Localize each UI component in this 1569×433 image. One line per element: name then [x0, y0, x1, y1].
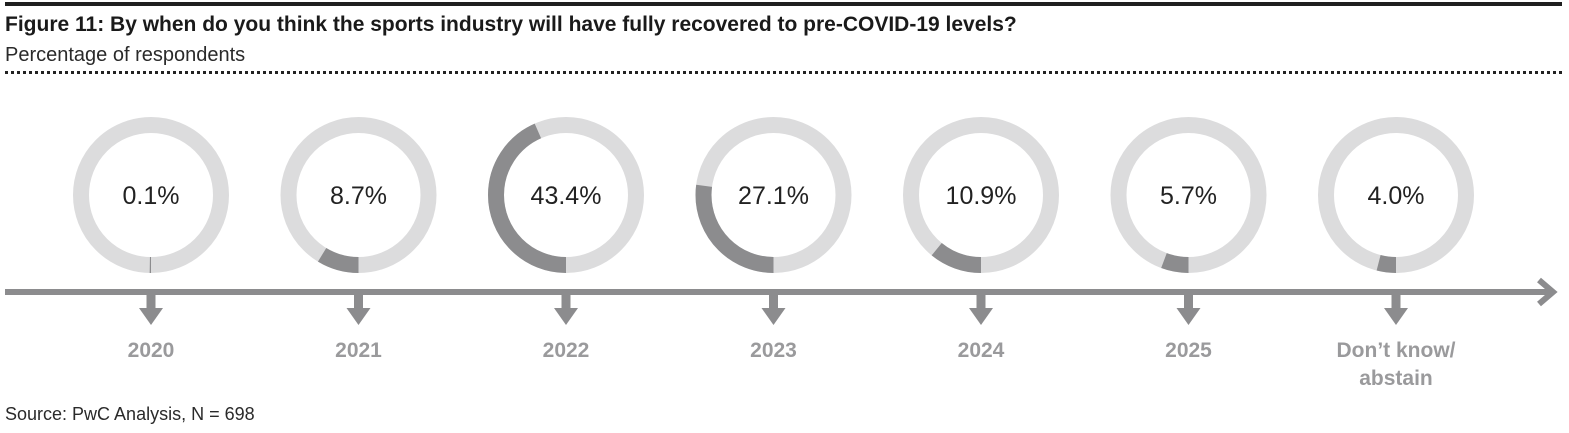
donut-arc-2025: [1110, 117, 1267, 273]
chart-title: Figure 11: By when do you think the spor…: [5, 13, 1017, 36]
category-label-2025: 2025: [1165, 339, 1212, 362]
donut-arc-don-t-know-abstain: [1318, 117, 1474, 273]
source-note: Source: PwC Analysis, N = 698: [5, 404, 255, 424]
down-arrow-icon-2023: [761, 308, 786, 325]
donut-arc-2024: [903, 117, 1059, 273]
category-label-2023: 2023: [750, 339, 797, 362]
value-label-2022: 43.4%: [531, 182, 602, 210]
down-arrow-shaft-2025: [1184, 294, 1193, 310]
category-label-don-t-know-abstain-line2: abstain: [1359, 367, 1433, 390]
category-label-2021: 2021: [335, 339, 382, 362]
category-label-don-t-know-abstain-line1: Don’t know/: [1337, 339, 1456, 362]
value-label-2024: 10.9%: [946, 182, 1017, 210]
down-arrow-icon-2020: [139, 308, 163, 325]
down-arrow-shaft-2022: [561, 294, 571, 310]
chart-subtitle: Percentage of respondents: [5, 44, 246, 66]
dotted-divider: [5, 71, 1562, 74]
timeline-arrow-icon: [1537, 277, 1558, 307]
down-arrow-shaft-2023: [769, 294, 778, 310]
down-arrow-shaft-2024: [976, 294, 986, 310]
donut-arc-2023: [695, 117, 852, 273]
down-arrow-icon-2021: [346, 308, 371, 325]
value-label-don-t-know-abstain: 4.0%: [1368, 182, 1425, 210]
down-arrow-shaft-don-t-know-abstain: [1391, 294, 1401, 310]
donut-arc-2022: [488, 117, 644, 273]
value-label-2023: 27.1%: [738, 182, 809, 210]
donut-arc-2021: [280, 117, 437, 273]
down-arrow-icon-2025: [1176, 308, 1201, 325]
down-arrow-icon-2024: [969, 308, 993, 325]
category-label-2020: 2020: [128, 339, 175, 362]
down-arrow-shaft-2021: [354, 294, 363, 310]
down-arrow-icon-2022: [554, 308, 578, 325]
top-rule: [5, 2, 1562, 6]
donut-arc-2020: [73, 117, 229, 273]
value-label-2020: 0.1%: [123, 182, 180, 210]
value-label-2021: 8.7%: [330, 182, 387, 210]
value-label-2025: 5.7%: [1160, 182, 1217, 210]
category-label-2024: 2024: [958, 339, 1005, 362]
down-arrow-shaft-2020: [146, 294, 156, 310]
down-arrow-icon-don-t-know-abstain: [1384, 308, 1408, 325]
category-label-2022: 2022: [543, 339, 590, 362]
